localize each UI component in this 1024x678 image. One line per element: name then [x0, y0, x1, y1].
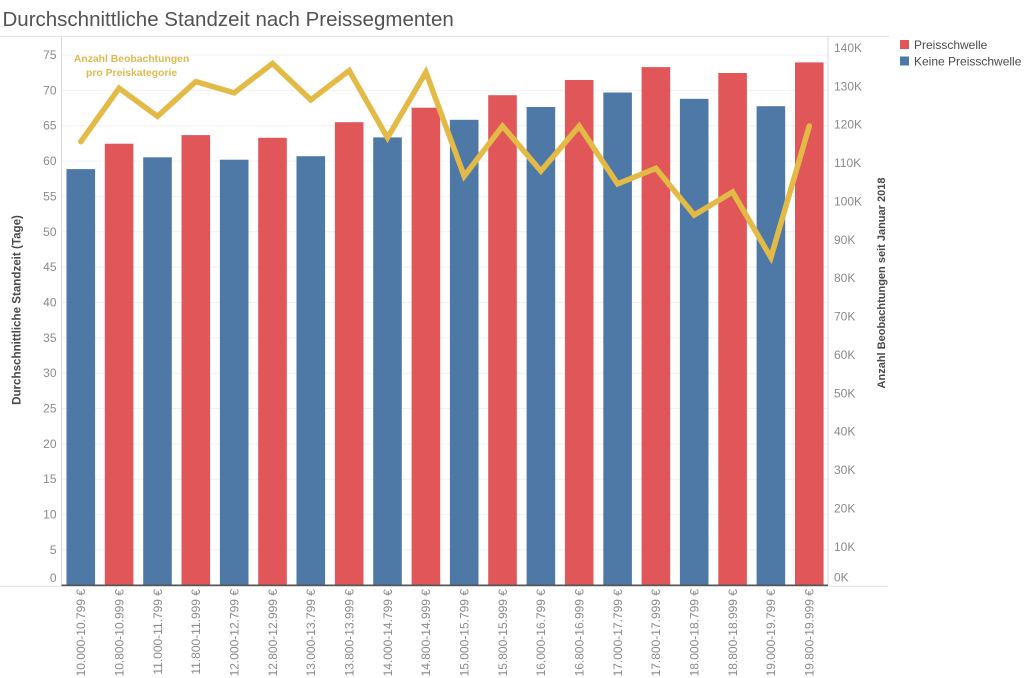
- svg-text:14.800-14.999 €: 14.800-14.999 €: [419, 589, 433, 677]
- svg-text:40: 40: [43, 296, 57, 310]
- svg-text:65: 65: [43, 119, 57, 133]
- svg-text:19.000-19.799 €: 19.000-19.799 €: [764, 589, 778, 677]
- svg-text:Preisschwelle: Preisschwelle: [914, 38, 988, 52]
- svg-text:10.800-10.999 €: 10.800-10.999 €: [112, 589, 126, 677]
- svg-text:15.000-15.799 €: 15.000-15.799 €: [458, 589, 472, 677]
- svg-text:16.800-16.999 €: 16.800-16.999 €: [573, 589, 587, 677]
- svg-text:30K: 30K: [834, 463, 855, 477]
- svg-text:75: 75: [43, 48, 57, 62]
- svg-text:55: 55: [43, 189, 57, 203]
- svg-text:Anzahl Beobachtungen: Anzahl Beobachtungen: [74, 54, 189, 65]
- svg-text:Keine Preisschwelle: Keine Preisschwelle: [914, 55, 1022, 69]
- svg-text:80K: 80K: [834, 271, 855, 285]
- svg-text:12.000-12.799 €: 12.000-12.799 €: [228, 589, 242, 677]
- svg-text:14.000-14.799 €: 14.000-14.799 €: [381, 589, 395, 677]
- svg-text:40K: 40K: [834, 425, 855, 439]
- svg-text:50: 50: [43, 225, 57, 239]
- svg-text:100K: 100K: [834, 195, 862, 209]
- svg-text:Durchschnittliche Standzeit na: Durchschnittliche Standzeit nach Preisse…: [3, 8, 454, 31]
- svg-text:45: 45: [43, 260, 57, 274]
- svg-text:13.000-13.799 €: 13.000-13.799 €: [304, 589, 318, 677]
- svg-text:10K: 10K: [834, 540, 855, 554]
- svg-text:110K: 110K: [834, 156, 861, 170]
- svg-text:130K: 130K: [834, 79, 862, 93]
- svg-text:19.800-19.999 €: 19.800-19.999 €: [803, 589, 817, 677]
- svg-text:18.000-18.799 €: 18.000-18.799 €: [688, 589, 702, 677]
- svg-text:17.000-17.799 €: 17.000-17.799 €: [611, 589, 625, 677]
- svg-text:12.800-12.999 €: 12.800-12.999 €: [266, 589, 280, 677]
- svg-text:20: 20: [43, 437, 57, 451]
- svg-text:16.000-16.799 €: 16.000-16.799 €: [534, 589, 548, 677]
- svg-text:20K: 20K: [834, 501, 855, 515]
- svg-text:10: 10: [43, 508, 57, 522]
- svg-text:13.800-13.999 €: 13.800-13.999 €: [343, 589, 357, 677]
- svg-text:pro Preiskategorie: pro Preiskategorie: [86, 68, 177, 79]
- svg-text:Anzahl Beobachtungen seit Janu: Anzahl Beobachtungen seit Januar 2018: [876, 178, 888, 389]
- svg-text:11.000-11.799 €: 11.000-11.799 €: [151, 589, 165, 675]
- svg-text:0K: 0K: [834, 570, 849, 584]
- svg-text:60K: 60K: [834, 348, 855, 362]
- svg-text:15: 15: [43, 472, 57, 486]
- svg-text:17.800-17.999 €: 17.800-17.999 €: [649, 589, 663, 677]
- svg-text:50K: 50K: [834, 386, 855, 400]
- svg-text:0: 0: [50, 571, 57, 585]
- svg-text:35: 35: [43, 331, 57, 345]
- svg-text:30: 30: [43, 366, 57, 380]
- svg-text:120K: 120K: [834, 118, 862, 132]
- svg-text:25: 25: [43, 402, 57, 416]
- svg-text:18.800-18.999 €: 18.800-18.999 €: [726, 589, 740, 677]
- svg-text:70K: 70K: [834, 310, 855, 324]
- svg-text:60: 60: [43, 154, 57, 168]
- svg-text:Durchschnittliche Standzeit (T: Durchschnittliche Standzeit (Tage): [11, 215, 24, 405]
- svg-text:70: 70: [43, 83, 57, 97]
- svg-text:5: 5: [50, 543, 57, 557]
- svg-text:11.800-11.999 €: 11.800-11.999 €: [189, 589, 203, 675]
- svg-text:140K: 140K: [834, 41, 862, 55]
- svg-text:10.000-10.799 €: 10.000-10.799 €: [74, 589, 88, 677]
- svg-text:90K: 90K: [834, 233, 855, 247]
- svg-text:15.800-15.999 €: 15.800-15.999 €: [496, 589, 510, 677]
